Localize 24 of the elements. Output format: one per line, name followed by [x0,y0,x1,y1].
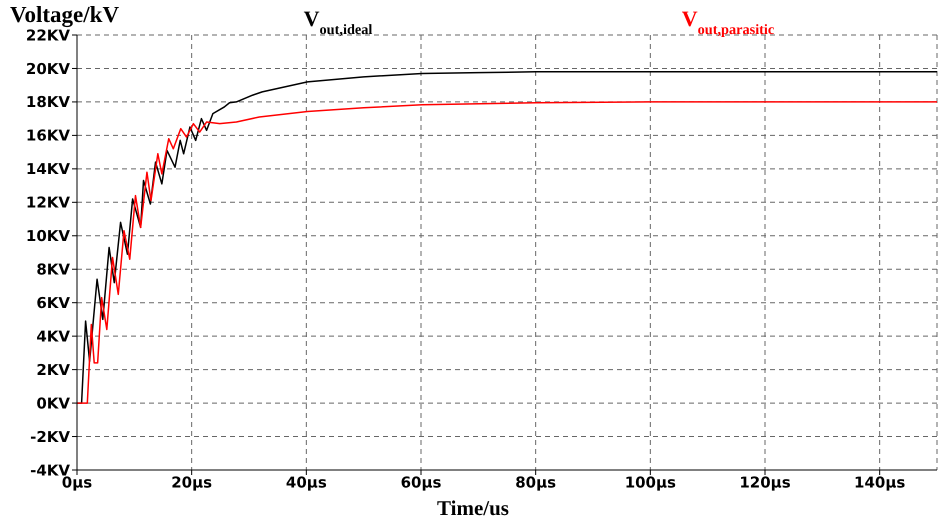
series-label: V$_{out,ideal}$ [304,6,372,38]
x-tick-label: 60µs [400,474,442,492]
x-tick-label: 140µs [854,474,906,492]
x-tick-label: 100µs [624,474,676,492]
y-tick-label: 18KV [26,93,70,112]
y-tick-label: 6KV [36,294,70,312]
y-tick-label: 22KV [26,26,70,44]
x-tick-label: 80µs [515,474,556,492]
y-tick-label: 2KV [36,360,70,379]
y-tick-label: 20KV [26,60,70,78]
x-tick-label: 40µs [286,474,327,492]
y-tick-label: 16KV [26,126,70,145]
y-tick-label: 0KV [36,394,70,412]
x-axis-title: Time/us [436,496,510,521]
y-tick-label: 12KV [26,194,70,212]
y-tick-label: -2KV [30,428,70,446]
y-tick-label: 10KV [26,227,70,246]
y-tick-label: 14KV [26,160,70,178]
x-tick-label: 20µs [171,474,212,492]
y-axis-title: Voltage/kV [10,2,120,28]
x-tick-label: 120µs [739,474,791,492]
text: V$_{out,parasitic}$ [682,6,774,38]
y-tick-label: 4KV [36,327,70,346]
y-tick-label: 8KV [36,260,70,279]
